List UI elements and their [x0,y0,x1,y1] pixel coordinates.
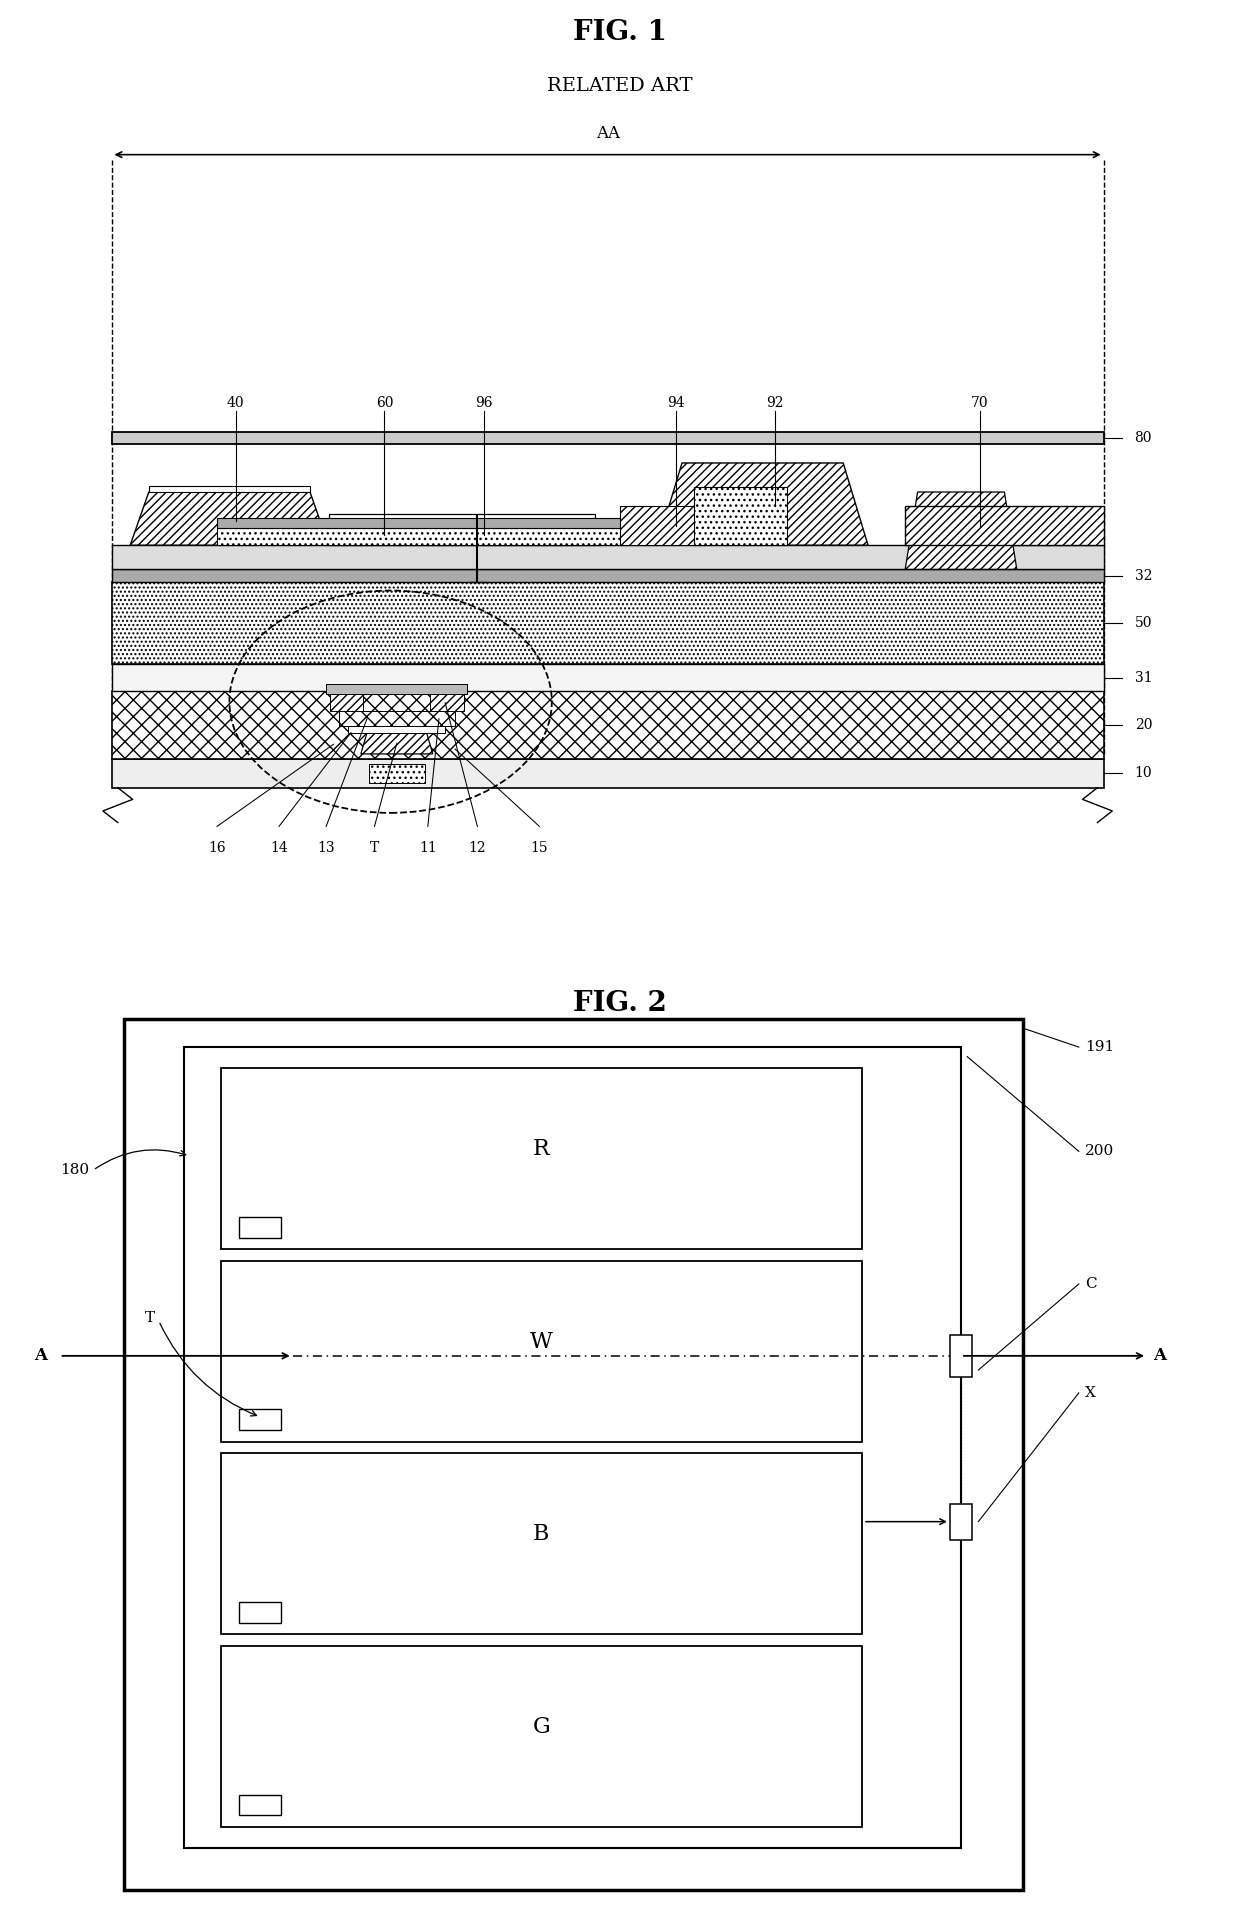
Bar [221,1453,862,1635]
Text: B: B [533,1524,549,1545]
Bar [112,545,1104,568]
Bar [950,1334,972,1378]
Bar [112,582,1104,664]
Bar [221,1646,862,1826]
Bar [239,1217,281,1238]
Text: 191: 191 [1085,1039,1115,1055]
Text: 31: 31 [1135,670,1152,685]
Bar [329,515,595,545]
Polygon shape [130,492,329,545]
Text: 60: 60 [376,396,393,410]
Bar [339,712,455,725]
Bar [112,568,1104,582]
Text: 180: 180 [61,1164,89,1177]
Text: 12: 12 [469,840,486,856]
Text: W: W [529,1330,553,1353]
Text: 94: 94 [667,396,684,410]
Text: AA: AA [595,124,620,142]
Bar [217,519,657,528]
Bar [217,528,657,545]
Text: FIG. 1: FIG. 1 [573,19,667,46]
Text: 200: 200 [1085,1145,1115,1158]
Bar [221,1261,862,1441]
Text: X: X [1085,1386,1096,1399]
Bar [112,758,1104,789]
Polygon shape [657,463,868,545]
Text: 40: 40 [227,396,244,410]
Bar [239,1795,281,1816]
Bar [694,488,787,545]
Text: A: A [35,1347,47,1365]
Bar [124,1018,1023,1891]
Text: RELATED ART: RELATED ART [547,77,693,96]
Text: FIG. 2: FIG. 2 [573,990,667,1016]
Bar [112,433,1104,444]
Bar [330,695,363,712]
Text: G: G [532,1715,551,1738]
Bar [326,685,467,695]
Text: 20: 20 [1135,718,1152,731]
Text: 14: 14 [270,840,288,856]
Bar [184,1047,961,1847]
Text: 16: 16 [208,840,226,856]
Bar [950,1504,972,1539]
Bar [239,1602,281,1623]
Bar [430,695,464,712]
Text: 13: 13 [317,840,335,856]
Bar [620,507,707,545]
Bar [112,664,1104,691]
Text: T: T [370,840,379,856]
Text: 70: 70 [971,396,988,410]
Text: A: A [1153,1347,1166,1365]
Bar [149,486,310,492]
Text: 80: 80 [1135,431,1152,444]
Text: 15: 15 [531,840,548,856]
Text: C: C [1085,1277,1096,1290]
Bar [348,725,445,733]
Bar [239,1409,281,1430]
Polygon shape [361,733,433,754]
Text: 50: 50 [1135,616,1152,630]
Bar [905,507,1104,545]
Text: 92: 92 [766,396,784,410]
Text: 10: 10 [1135,766,1152,781]
Bar [112,691,1104,758]
Bar [370,764,424,783]
Text: 11: 11 [419,840,436,856]
Text: 32: 32 [1135,568,1152,582]
Polygon shape [905,492,1017,568]
Text: T: T [145,1311,155,1324]
Bar [221,1068,862,1250]
Text: 96: 96 [475,396,492,410]
Text: R: R [533,1139,549,1160]
